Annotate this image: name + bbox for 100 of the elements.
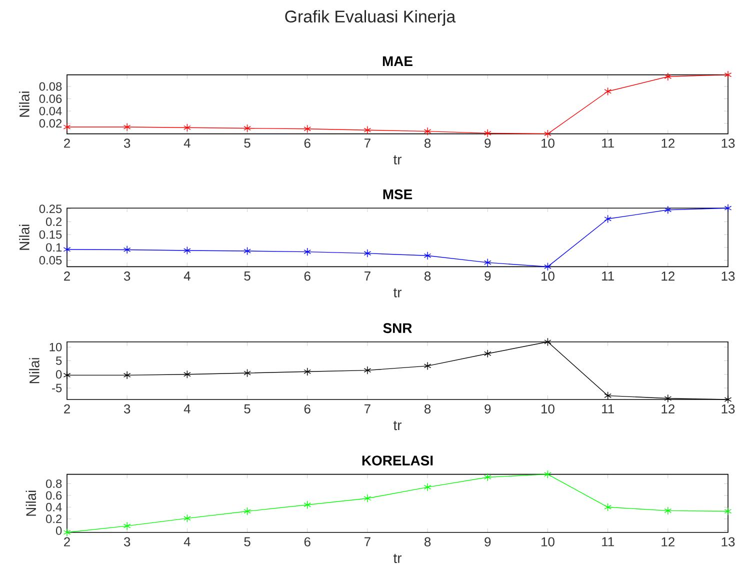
chart-title: SNR: [383, 323, 412, 334]
x-tick-label: 11: [602, 272, 614, 280]
x-tick-label: 8: [424, 537, 431, 546]
point: [123, 522, 131, 530]
x-tick-label: 6: [304, 272, 310, 281]
y-axis-title: Nilai: [26, 490, 36, 516]
x-tick-label: 7: [364, 272, 370, 280]
x-tick-label: 12: [662, 404, 674, 414]
x-tick-label: 13: [722, 537, 735, 546]
point: [184, 514, 191, 522]
point: [364, 249, 372, 258]
x-tick-label: 2: [64, 537, 70, 546]
point: [664, 72, 672, 81]
x-axis-title: tr: [393, 554, 402, 564]
x-tick-label: 9: [484, 537, 491, 546]
x-tick-label: 6: [304, 537, 310, 546]
x-tick-label: 7: [364, 138, 370, 148]
point: [724, 507, 732, 516]
x-tick-label: 9: [484, 272, 491, 281]
y-tick-label: 0.1: [46, 243, 62, 252]
x-tick-label: 2: [64, 404, 70, 414]
x-axis-title: tr: [393, 421, 402, 430]
x-tick-label: 6: [304, 138, 310, 148]
x-tick-label: 8: [424, 404, 431, 414]
x-tick-label: 4: [184, 404, 190, 414]
y-axis-title: Nilai: [19, 92, 30, 117]
point: [123, 371, 131, 380]
point: [184, 246, 191, 255]
point: [664, 394, 672, 403]
point: [184, 124, 191, 132]
x-tick-label: 4: [184, 138, 190, 148]
x-tick-label: 6: [304, 404, 310, 414]
point: [544, 262, 552, 271]
point: [63, 528, 71, 537]
point: [724, 70, 732, 79]
point: [604, 214, 612, 224]
chart-title: KORELASI: [362, 456, 433, 466]
y-tick-label: 10: [50, 342, 62, 352]
point: [63, 122, 71, 132]
point: [724, 395, 732, 404]
chart-title: Grafik Evaluasi Kinerja: [285, 10, 456, 26]
x-tick-label: 10: [542, 404, 554, 414]
x-tick-label: 12: [662, 138, 674, 148]
x-tick-label: 4: [184, 272, 190, 280]
x-tick-label: 11: [602, 138, 614, 148]
y-tick-label: 0.8: [46, 479, 62, 488]
point: [424, 483, 432, 492]
point: [364, 366, 372, 374]
x-tick-label: 5: [244, 272, 250, 281]
point: [63, 371, 71, 380]
y-tick-label: 0: [56, 370, 62, 379]
x-tick-label: 10: [542, 138, 554, 148]
x-tick-label: 11: [602, 537, 614, 546]
point: [604, 503, 612, 512]
y-tick-label: 0.2: [46, 217, 62, 226]
point: [484, 258, 492, 267]
x-axis-title: tr: [393, 288, 402, 298]
point: [724, 204, 732, 212]
point: [544, 338, 552, 346]
x-tick-label: 2: [64, 138, 70, 148]
point: [484, 473, 492, 482]
chart-title: MSE: [383, 189, 412, 200]
x-tick-label: 7: [364, 537, 370, 546]
x-tick-label: 12: [662, 272, 674, 281]
y-tick-label: 0: [56, 526, 62, 535]
point: [304, 368, 312, 376]
point: [424, 362, 432, 370]
x-tick-label: 13: [722, 272, 735, 281]
x-tick-label: 8: [424, 272, 431, 281]
point: [244, 507, 251, 516]
x-tick-label: 3: [124, 138, 130, 148]
point: [544, 470, 552, 478]
point: [484, 129, 492, 138]
y-axis-title: Nilai: [19, 224, 30, 250]
point: [244, 368, 251, 378]
point: [484, 349, 492, 358]
x-tick-label: 3: [124, 272, 130, 281]
x-tick-label: 13: [722, 138, 735, 148]
y-tick-label: 0.05: [39, 256, 62, 264]
point: [304, 248, 312, 256]
y-tick-label: 0.25: [39, 204, 62, 214]
point: [424, 251, 432, 260]
y-axis-title: Nilai: [29, 358, 40, 384]
x-tick-label: 5: [244, 404, 250, 414]
point: [664, 206, 672, 214]
point: [304, 500, 312, 509]
x-tick-label: 3: [124, 537, 130, 546]
x-tick-label: 3: [124, 404, 130, 414]
point: [244, 124, 251, 132]
chart-subtitle: MAE: [382, 56, 412, 66]
y-tick-label: 0.6: [46, 491, 62, 500]
x-tick-label: 12: [662, 537, 674, 546]
x-tick-label: 2: [64, 272, 70, 281]
y-tick-label: 0.04: [39, 106, 62, 116]
x-tick-label: 5: [244, 537, 250, 546]
x-tick-label: 4: [184, 537, 190, 546]
x-tick-label: 8: [424, 138, 431, 148]
point: [63, 245, 71, 254]
point: [544, 130, 552, 138]
point: [604, 392, 612, 400]
